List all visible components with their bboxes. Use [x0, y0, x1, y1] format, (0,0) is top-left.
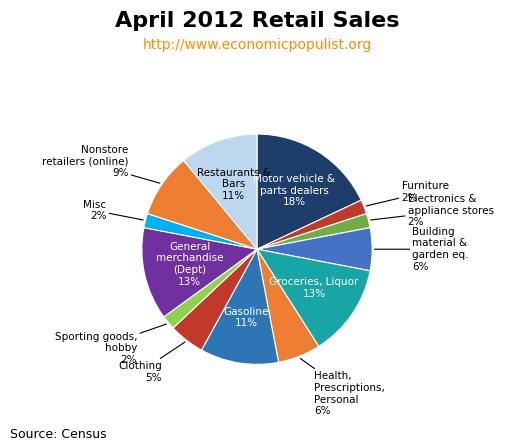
- Text: http://www.economicpopulist.org: http://www.economicpopulist.org: [142, 38, 372, 52]
- Text: Sporting goods,
hobby
2%: Sporting goods, hobby 2%: [54, 324, 167, 365]
- Wedge shape: [257, 200, 366, 249]
- Text: Clothing
5%: Clothing 5%: [118, 342, 185, 383]
- Wedge shape: [257, 228, 372, 271]
- Text: Nonstore
retailers (online)
9%: Nonstore retailers (online) 9%: [42, 145, 160, 183]
- Text: April 2012 Retail Sales: April 2012 Retail Sales: [115, 11, 399, 31]
- Text: Source: Census: Source: Census: [10, 428, 107, 441]
- Wedge shape: [173, 249, 257, 350]
- Text: Motor vehicle &
parts dealers
18%: Motor vehicle & parts dealers 18%: [253, 174, 335, 207]
- Wedge shape: [148, 161, 257, 249]
- Wedge shape: [257, 249, 370, 346]
- Text: Gasoline
11%: Gasoline 11%: [224, 307, 269, 328]
- Text: Groceries, Liquor
13%: Groceries, Liquor 13%: [269, 277, 359, 299]
- Wedge shape: [257, 134, 361, 249]
- Text: Health,
Prescriptions,
Personal
6%: Health, Prescriptions, Personal 6%: [300, 358, 385, 416]
- Wedge shape: [142, 228, 257, 317]
- Wedge shape: [257, 249, 319, 362]
- Text: Furniture
2%: Furniture 2%: [366, 181, 449, 206]
- Text: Restaurants &
Bars
11%: Restaurants & Bars 11%: [196, 168, 270, 201]
- Wedge shape: [257, 214, 370, 249]
- Text: Misc
2%: Misc 2%: [83, 200, 143, 221]
- Text: General
merchandise
(Dept)
13%: General merchandise (Dept) 13%: [156, 242, 223, 287]
- Wedge shape: [201, 249, 279, 364]
- Wedge shape: [164, 249, 257, 328]
- Wedge shape: [144, 214, 257, 249]
- Text: Building
material &
garden eq.
6%: Building material & garden eq. 6%: [374, 227, 469, 271]
- Text: Electronics &
appliance stores
2%: Electronics & appliance stores 2%: [371, 194, 493, 227]
- Wedge shape: [183, 134, 257, 249]
